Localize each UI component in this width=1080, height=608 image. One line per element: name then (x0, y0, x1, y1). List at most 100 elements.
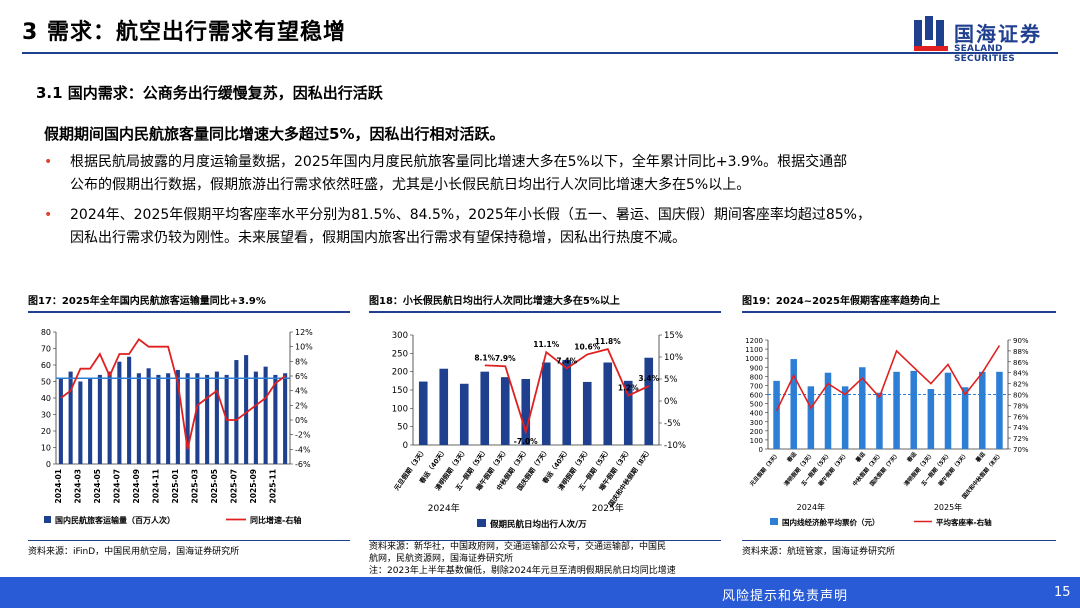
bar-10 (156, 374, 161, 464)
left-tick-label: 200 (392, 368, 408, 378)
left-tick-label: 60 (41, 361, 51, 370)
data-label: 10.6% (574, 342, 601, 351)
left-tick-label: 400 (750, 410, 763, 418)
right-tick-label: 15% (664, 331, 683, 341)
disclaimer-link[interactable]: 风险提示和免责声明 (722, 589, 849, 604)
bar-4 (500, 377, 510, 445)
line-series-segment-0 (775, 345, 1001, 412)
figure-18-note: 注：2023年上半年基数偏低，剔除2024年元旦至清明假期民航日均同比增速 (369, 566, 676, 576)
bar-9 (927, 389, 935, 449)
right-tick-label: 10% (295, 343, 313, 352)
bar-2 (807, 386, 815, 449)
bar-9 (146, 368, 151, 464)
bar-3 (480, 371, 490, 445)
bar-12 (175, 369, 180, 464)
right-tick-label: 2% (295, 401, 308, 410)
bar-11 (644, 357, 654, 445)
figure-18-source-1: 资料来源：新华社，中国政府网，交通运输部公众号，交通运输部，中国民 (369, 542, 667, 552)
left-tick-label: 100 (392, 404, 408, 414)
bar-9 (603, 362, 613, 445)
x-tick-label: 2025-05 (210, 469, 219, 503)
figure-19-source: 资料来源：航班管家，国海证券研究所 (742, 547, 896, 557)
right-tick-label: 10% (664, 353, 683, 363)
left-tick-label: 900 (750, 364, 763, 372)
legend-line-label: 同比增速-右轴 (250, 515, 301, 525)
bar-20 (253, 371, 258, 464)
bar-8 (910, 370, 917, 449)
right-tick-label: 12% (295, 328, 313, 337)
x-tick-label: 元旦假期（3天） (392, 446, 428, 492)
left-tick-label: 100 (750, 437, 763, 445)
right-tick-label: 80% (1013, 392, 1029, 400)
x-tick-label: 2025-11 (268, 469, 277, 503)
bullet-dot-icon: • (44, 207, 53, 223)
data-label: 7.9% (495, 354, 516, 363)
bullet-dot-icon: • (44, 154, 53, 170)
page-title: 3 需求：航空出行需求有望稳增 (22, 20, 346, 45)
line-series-segment-0 (484, 348, 650, 436)
section-title: 3.1 国内需求：公商务出行缓慢复苏，因私出行活跃 (36, 84, 383, 102)
data-label: 3.4% (638, 374, 659, 383)
right-tick-label: 74% (1013, 424, 1029, 432)
right-tick-label: 76% (1013, 413, 1029, 421)
lead-sentence: 假期期间国内民航旅客量同比增速大多超过5%，因私出行相对活跃。 (44, 125, 505, 143)
left-tick-label: 40 (41, 394, 51, 403)
x-tick-label: 2025-07 (229, 469, 238, 503)
bar-6 (541, 362, 551, 445)
bar-0 (58, 378, 63, 464)
legend-bar-label: 假期民航日均出行人次/万 (490, 519, 587, 530)
bar-2 (459, 383, 469, 445)
x-tick-label: 春运 (905, 450, 919, 464)
x-tick-label: 2025-03 (190, 469, 199, 503)
x-tick-label: 端午假期（3天） (936, 450, 969, 488)
left-tick-label: 0 (759, 446, 763, 454)
data-label: 8.1% (474, 353, 495, 362)
left-tick-label: 50 (41, 378, 51, 387)
right-tick-label: 6% (295, 372, 308, 381)
bar-21 (263, 366, 268, 464)
group-label-2024: 2024年 (428, 502, 460, 514)
right-tick-label: 5% (664, 375, 678, 385)
figure-17-title: 图17：2025年全年国内民航旅客运输量同比+3.9% (28, 296, 266, 307)
bullet-1: • 根据民航局披露的月度运输量数据，2025年国内月度民航旅客量同比增速大多在5… (44, 151, 1054, 197)
bar-10 (623, 380, 633, 445)
figure-17-top-rule (28, 311, 350, 313)
bar-5 (859, 367, 866, 449)
x-tick-label: 2025-09 (249, 469, 258, 503)
logo-en-text: SEALAND SECURITIES (954, 44, 1015, 64)
figure-18-source-2: 航网，民航资源网，国海证券研究所 (369, 554, 514, 564)
bullet-1-line-2: 公布的假期出行数据，假期旅游出行需求依然旺盛，尤其是小长假民航日均出行人次同比增… (70, 177, 751, 193)
right-tick-label: 70% (1013, 446, 1029, 454)
bar-5 (521, 379, 531, 445)
figure-17-bottom-rule (28, 540, 350, 541)
figure-18-title: 图18：小长假民航日均出行人次同比增速大多在5%以上 (369, 296, 620, 307)
left-tick-label: 150 (392, 386, 408, 396)
figure-18-top-rule (369, 311, 721, 313)
figure-19-title: 图19：2024~2025年假期客座率趋势向上 (742, 296, 940, 307)
bar-3 (88, 378, 93, 464)
bullet-2: • 2024年、2025年假期平均客座率水平分别为81.5%、84.5%，202… (44, 204, 1054, 250)
bar-13 (185, 373, 190, 464)
data-label: 11.1% (533, 340, 560, 349)
right-tick-label: 88% (1013, 348, 1029, 356)
left-tick-label: 0 (403, 441, 408, 451)
right-tick-label: -10% (664, 441, 686, 451)
header-divider (22, 52, 1058, 54)
bar-14 (195, 373, 200, 464)
x-tick-label: 春运 (785, 450, 799, 464)
right-tick-label: -6% (295, 460, 311, 469)
left-tick-label: 1200 (745, 337, 763, 345)
x-tick-label: 2024-05 (93, 469, 102, 503)
left-tick-label: 200 (750, 428, 763, 436)
right-tick-label: 84% (1013, 370, 1029, 378)
left-tick-label: 30 (41, 411, 51, 420)
x-tick-label: 清明假期（3天） (902, 450, 935, 488)
bar-16 (214, 371, 219, 464)
footer-bar (0, 577, 1080, 608)
bar-7 (893, 371, 900, 449)
right-tick-label: -2% (295, 431, 311, 440)
bar-1 (439, 368, 449, 445)
left-tick-label: 0 (46, 460, 51, 469)
right-tick-label: 8% (295, 357, 308, 366)
